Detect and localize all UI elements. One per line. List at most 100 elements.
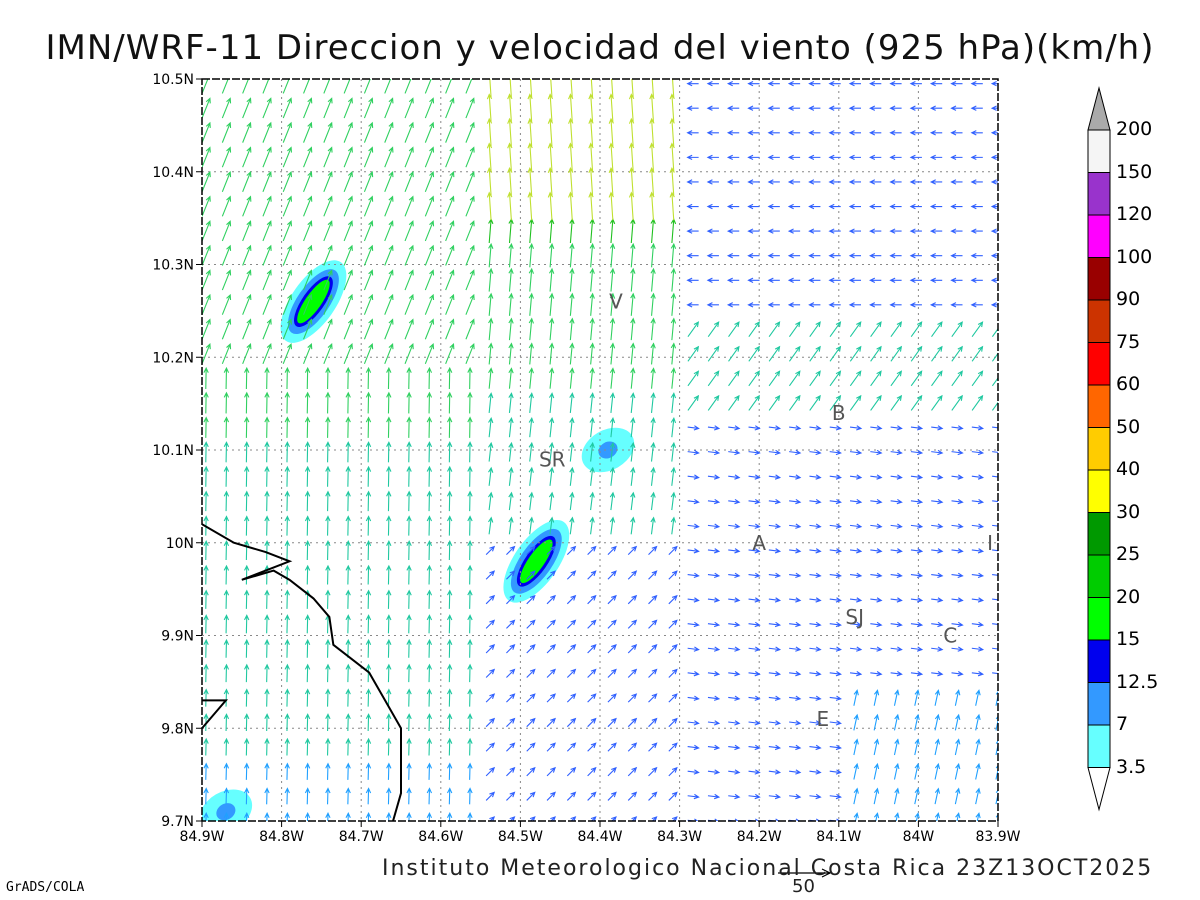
wind-arrow (687, 671, 700, 677)
wind-arrow (547, 142, 554, 172)
wind-arrow (426, 688, 433, 707)
wind-arrow (303, 121, 313, 143)
wind-arrow (870, 671, 883, 677)
wind-arrow (406, 614, 412, 634)
wind-arrow (869, 80, 882, 87)
lat-lon-grid (202, 79, 998, 821)
wind-arrow (971, 572, 985, 579)
wind-arrow (829, 321, 842, 338)
wind-arrow (365, 589, 372, 609)
wind-arrow (590, 79, 594, 98)
wind-arrow (706, 302, 719, 308)
wind-arrow (829, 523, 842, 529)
wind-arrow (728, 449, 741, 456)
wind-arrow (768, 449, 782, 456)
wind-arrow (768, 769, 782, 775)
wind-arrow (345, 737, 351, 756)
wind-arrow (809, 449, 822, 456)
wind-arrow (384, 195, 394, 217)
colorbar-level-label: 3.5 (1116, 755, 1147, 778)
wind-arrow (424, 121, 435, 143)
wind-arrow (687, 321, 700, 338)
wind-arrow (971, 321, 984, 338)
wind-arrow (747, 277, 760, 283)
wind-arrow (282, 195, 292, 217)
wind-arrow (748, 449, 761, 456)
wind-arrow (345, 416, 351, 438)
wind-arrow (848, 80, 862, 87)
wind-arrow (951, 646, 964, 652)
software-credit: GrADS/COLA (6, 880, 85, 895)
wind-arrow (870, 621, 883, 628)
wind-arrow (363, 121, 374, 143)
wind-arrow (931, 498, 944, 505)
wind-arrow (768, 394, 781, 411)
wind-arrow (446, 787, 453, 805)
wind-arrow (325, 663, 331, 683)
wind-arrow (426, 539, 433, 561)
wind-arrow (768, 646, 782, 652)
wind-arrow (747, 228, 760, 234)
wind-arrow (508, 516, 514, 535)
wind-arrow (509, 79, 512, 98)
wind-arrow (669, 142, 675, 172)
wind-arrow (870, 498, 883, 505)
wind-arrow (748, 769, 761, 775)
wind-arrow (566, 619, 577, 629)
wind-arrow (284, 614, 290, 634)
wind-arrow (748, 425, 761, 431)
wind-arrow (929, 130, 943, 136)
wind-arrow (507, 191, 513, 221)
wind-arrow (384, 79, 392, 94)
wind-arrow (223, 737, 230, 756)
wind-arrow (628, 191, 635, 221)
wind-arrow (264, 614, 270, 634)
wind-arrow (788, 321, 801, 338)
wind-arrow (975, 787, 981, 805)
wind-arrow (485, 545, 496, 556)
wind-arrow (728, 572, 741, 579)
wind-arrow (508, 367, 514, 389)
wind-arrow (406, 787, 412, 805)
wind-arrow (386, 441, 392, 463)
wind-arrow (526, 668, 536, 678)
wind-arrow (728, 769, 741, 775)
wind-arrow (849, 548, 863, 554)
wind-arrow (203, 416, 209, 438)
wind-arrow (828, 80, 841, 87)
wind-arrow (627, 766, 638, 777)
wind-arrow (706, 203, 719, 210)
wind-arrow (970, 228, 983, 234)
wind-arrow (669, 117, 675, 147)
wind-arrow (343, 97, 353, 119)
wind-arrow (650, 367, 656, 389)
wind-arrow (363, 170, 374, 192)
wind-arrow (630, 392, 636, 414)
wind-arrow (202, 146, 211, 168)
wind-arrow (890, 523, 903, 529)
wind-arrow (931, 572, 944, 579)
wind-arrow (650, 317, 656, 341)
wind-arrow (424, 293, 435, 315)
wind-arrow (628, 117, 635, 147)
wind-arrow (869, 302, 882, 308)
wind-arrow (221, 293, 232, 315)
wind-arrow (789, 523, 802, 529)
wind-arrow (929, 277, 943, 283)
wind-arrow (789, 720, 802, 726)
wind-arrow (223, 811, 230, 821)
wind-arrow (325, 737, 331, 756)
wind-arrow (914, 812, 920, 821)
wind-arrow (242, 121, 252, 143)
wind-arrow (890, 474, 903, 480)
wind-arrow (890, 345, 903, 362)
wind-arrow (242, 244, 252, 266)
wind-arrow (365, 564, 372, 585)
wind-arrow (566, 668, 577, 678)
wind-arrow (509, 816, 516, 821)
wind-arrow (262, 121, 272, 143)
wind-arrow (223, 515, 230, 536)
wind-arrow (951, 597, 964, 603)
wind-arrow (687, 394, 700, 411)
wind-arrow (488, 516, 494, 535)
